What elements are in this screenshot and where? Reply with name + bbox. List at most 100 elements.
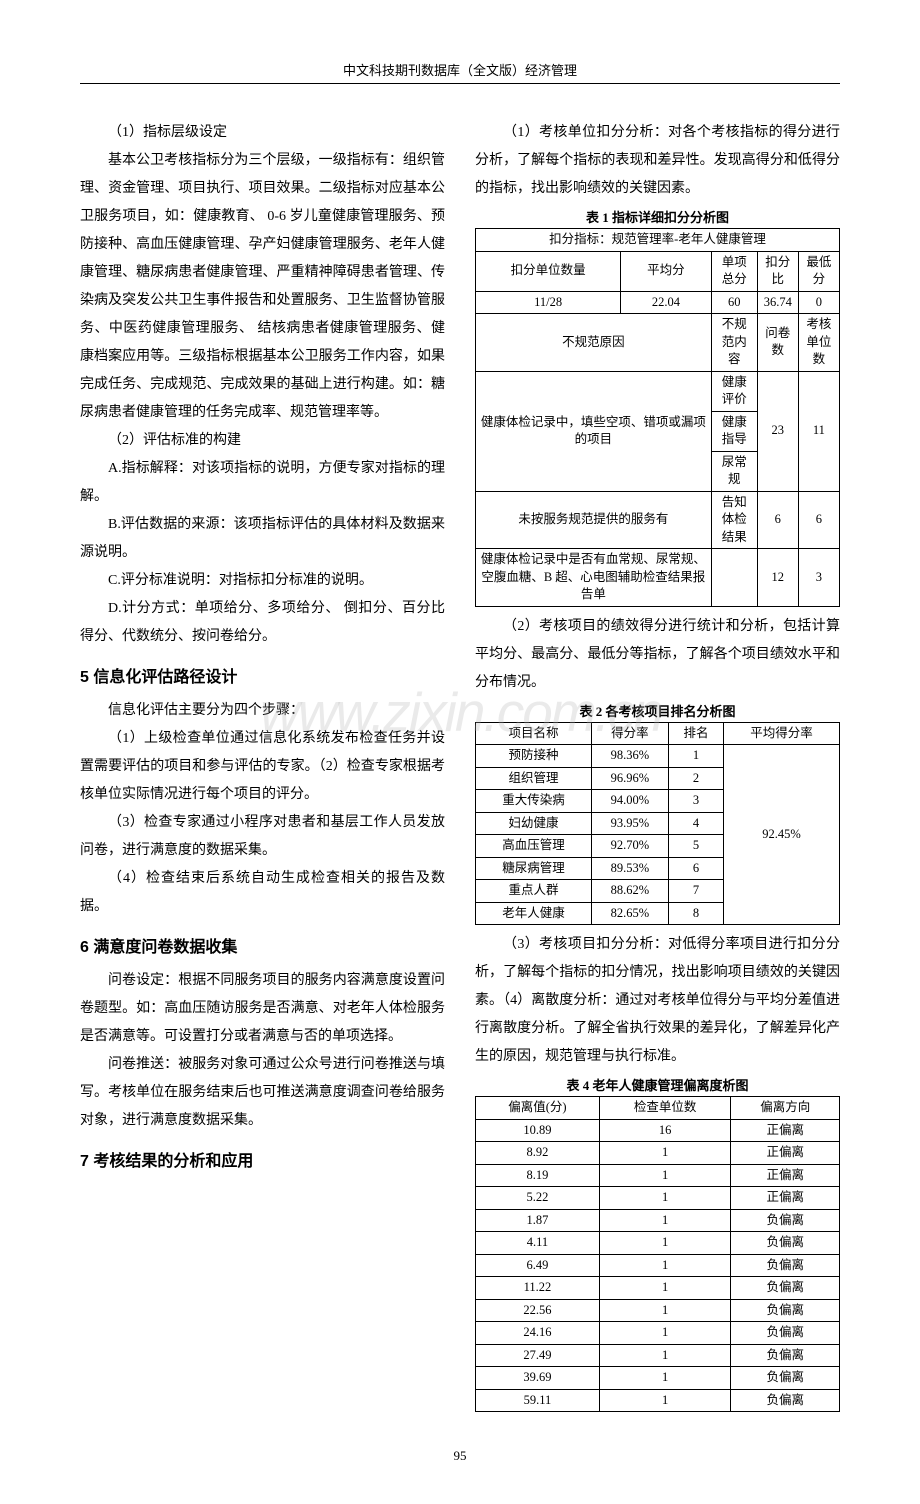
t2-cell: 92.70% <box>591 835 668 858</box>
page-number: 95 <box>80 1448 840 1464</box>
t4-cell: 1 <box>599 1299 731 1322</box>
t4-cell: 59.11 <box>476 1389 600 1412</box>
table-row: 11/28 22.04 60 36.74 0 <box>476 291 840 314</box>
t2-cell: 7 <box>668 880 723 903</box>
para-6-2: 问卷推送：被服务对象可通过公众号进行问卷推送与填写。考核单位在服务结束后也可推送… <box>80 1051 445 1135</box>
t4-h1: 检查单位数 <box>599 1097 731 1120</box>
table-row: 27.491负偏离 <box>476 1344 840 1367</box>
t2-cell: 3 <box>668 790 723 813</box>
t4-cell: 11.22 <box>476 1277 600 1300</box>
t4-cell: 1 <box>599 1142 731 1165</box>
right-column: （1）考核单位扣分分析：对各个考核指标的得分进行分析，了解每个指标的表现和差异性… <box>475 119 840 1418</box>
t1-r0-c1: 健康指导 <box>711 411 757 451</box>
table-2: 项目名称 得分率 排名 平均得分率 预防接种98.36%192.45%组织管理9… <box>475 722 840 926</box>
t1-s2h3: 考核单位数 <box>798 314 839 372</box>
para-5-1: 信息化评估主要分为四个步骤： <box>80 697 445 725</box>
t2-cell: 重点人群 <box>476 880 592 903</box>
t2-cell: 96.96% <box>591 767 668 790</box>
table-row: 未按服务规范提供的服务有 告知体检结果 6 6 <box>476 491 840 549</box>
table-row: 59.111负偏离 <box>476 1389 840 1412</box>
table-row: 6.491负偏离 <box>476 1254 840 1277</box>
t4-cell: 负偏离 <box>731 1254 840 1277</box>
t4-cell: 1 <box>599 1389 731 1412</box>
para-6-1: 问卷设定：根据不同服务项目的服务内容满意度设置问卷题型。如：高血压随访服务是否满… <box>80 967 445 1051</box>
t4-cell: 负偏离 <box>731 1277 840 1300</box>
t1-r0-units: 11 <box>798 371 839 491</box>
t1-s2h0: 不规范原因 <box>476 314 712 372</box>
t2-h0: 项目名称 <box>476 722 592 745</box>
t4-cell: 39.69 <box>476 1367 600 1390</box>
t1-d4: 0 <box>798 291 839 314</box>
t4-cell: 负偏离 <box>731 1344 840 1367</box>
t4-h0: 偏离值(分) <box>476 1097 600 1120</box>
t2-cell: 5 <box>668 835 723 858</box>
t2-avg-cell: 92.45% <box>724 745 840 925</box>
table-row: 项目名称 得分率 排名 平均得分率 <box>476 722 840 745</box>
para-r3: （3）考核项目扣分分析：对低得分率项目进行扣分分析，了解每个指标的扣分情况，找出… <box>475 931 840 1071</box>
t4-cell: 1 <box>599 1344 731 1367</box>
t2-cell: 93.95% <box>591 812 668 835</box>
t4-cell: 负偏离 <box>731 1322 840 1345</box>
t4-cell: 24.16 <box>476 1322 600 1345</box>
t2-cell: 高血压管理 <box>476 835 592 858</box>
para-2-2: A.指标解释：对该项指标的说明，方便专家对指标的理解。 <box>80 455 445 511</box>
t1-s2h2: 问卷数 <box>757 314 798 372</box>
t2-cell: 8 <box>668 902 723 925</box>
t4-cell: 1 <box>599 1209 731 1232</box>
t4-cell: 负偏离 <box>731 1232 840 1255</box>
para-2-3: B.评估数据的来源：该项指标评估的具体材料及数据来源说明。 <box>80 511 445 567</box>
t4-cell: 16 <box>599 1119 731 1142</box>
table1-subtitle: 扣分指标：规范管理率-老年人健康管理 <box>476 229 840 252</box>
table-row: 39.691负偏离 <box>476 1367 840 1390</box>
table-row: 8.191正偏离 <box>476 1164 840 1187</box>
para-2-4: C.评分标准说明：对指标扣分标准的说明。 <box>80 567 445 595</box>
t4-cell: 负偏离 <box>731 1299 840 1322</box>
left-column: （1）指标层级设定 基本公卫考核指标分为三个层级，一级指标有：组织管理、资金管理… <box>80 119 445 1418</box>
table4-caption: 表 4 老年人健康管理偏离度析图 <box>475 1075 840 1094</box>
table-row: 5.221正偏离 <box>476 1187 840 1210</box>
t1-r1-count: 6 <box>757 491 798 549</box>
t4-cell: 1.87 <box>476 1209 600 1232</box>
t4-cell: 8.92 <box>476 1142 600 1165</box>
t2-h2: 排名 <box>668 722 723 745</box>
t4-cell: 1 <box>599 1232 731 1255</box>
page-wrapper: 中文科技期刊数据库（全文版）经济管理 www.zixin.com.cn （1）指… <box>80 60 840 1464</box>
t2-cell: 4 <box>668 812 723 835</box>
t1-d0: 11/28 <box>476 291 621 314</box>
para-2-1: （2）评估标准的构建 <box>80 427 445 455</box>
heading-5: 5 信息化评估路径设计 <box>80 663 445 687</box>
t1-d3: 36.74 <box>757 291 798 314</box>
para-r2: （2）考核项目的绩效得分进行统计和分析，包括计算平均分、最高分、最低分等指标，了… <box>475 613 840 697</box>
table-row: 10.8916正偏离 <box>476 1119 840 1142</box>
t4-cell: 1 <box>599 1322 731 1345</box>
t4-cell: 27.49 <box>476 1344 600 1367</box>
t2-cell: 1 <box>668 745 723 768</box>
t1-r1-reason: 未按服务规范提供的服务有 <box>476 491 712 549</box>
t4-cell: 正偏离 <box>731 1119 840 1142</box>
t1-r0-reason: 健康体检记录中，填些空项、错项或漏项的项目 <box>476 371 712 491</box>
t1-h4: 最低分 <box>798 251 839 291</box>
t1-d2: 60 <box>711 291 757 314</box>
t2-cell: 6 <box>668 857 723 880</box>
t1-d1: 22.04 <box>621 291 711 314</box>
t2-cell: 2 <box>668 767 723 790</box>
table1-caption: 表 1 指标详细扣分分析图 <box>475 207 840 226</box>
t1-r2-reason: 健康体检记录中是否有血常规、尿常规、空腹血糖、B 超、心电图辅助检查结果报告单 <box>476 549 712 607</box>
t2-cell: 94.00% <box>591 790 668 813</box>
table-row: 11.221负偏离 <box>476 1277 840 1300</box>
t4-cell: 正偏离 <box>731 1164 840 1187</box>
table-row: 预防接种98.36%192.45% <box>476 745 840 768</box>
t1-h3: 扣分比 <box>757 251 798 291</box>
t4-cell: 正偏离 <box>731 1142 840 1165</box>
table-row: 4.111负偏离 <box>476 1232 840 1255</box>
t1-h1: 平均分 <box>621 251 711 291</box>
t4-cell: 1 <box>599 1187 731 1210</box>
t4-cell: 负偏离 <box>731 1389 840 1412</box>
t2-cell: 老年人健康 <box>476 902 592 925</box>
table-1: 扣分指标：规范管理率-老年人健康管理 扣分单位数量 平均分 单项总分 扣分比 最… <box>475 228 840 607</box>
t4-cell: 8.19 <box>476 1164 600 1187</box>
two-column-layout: （1）指标层级设定 基本公卫考核指标分为三个层级，一级指标有：组织管理、资金管理… <box>80 119 840 1418</box>
t2-cell: 重大传染病 <box>476 790 592 813</box>
table-row: 健康体检记录中，填些空项、错项或漏项的项目 健康评价 23 11 <box>476 371 840 411</box>
t2-cell: 89.53% <box>591 857 668 880</box>
